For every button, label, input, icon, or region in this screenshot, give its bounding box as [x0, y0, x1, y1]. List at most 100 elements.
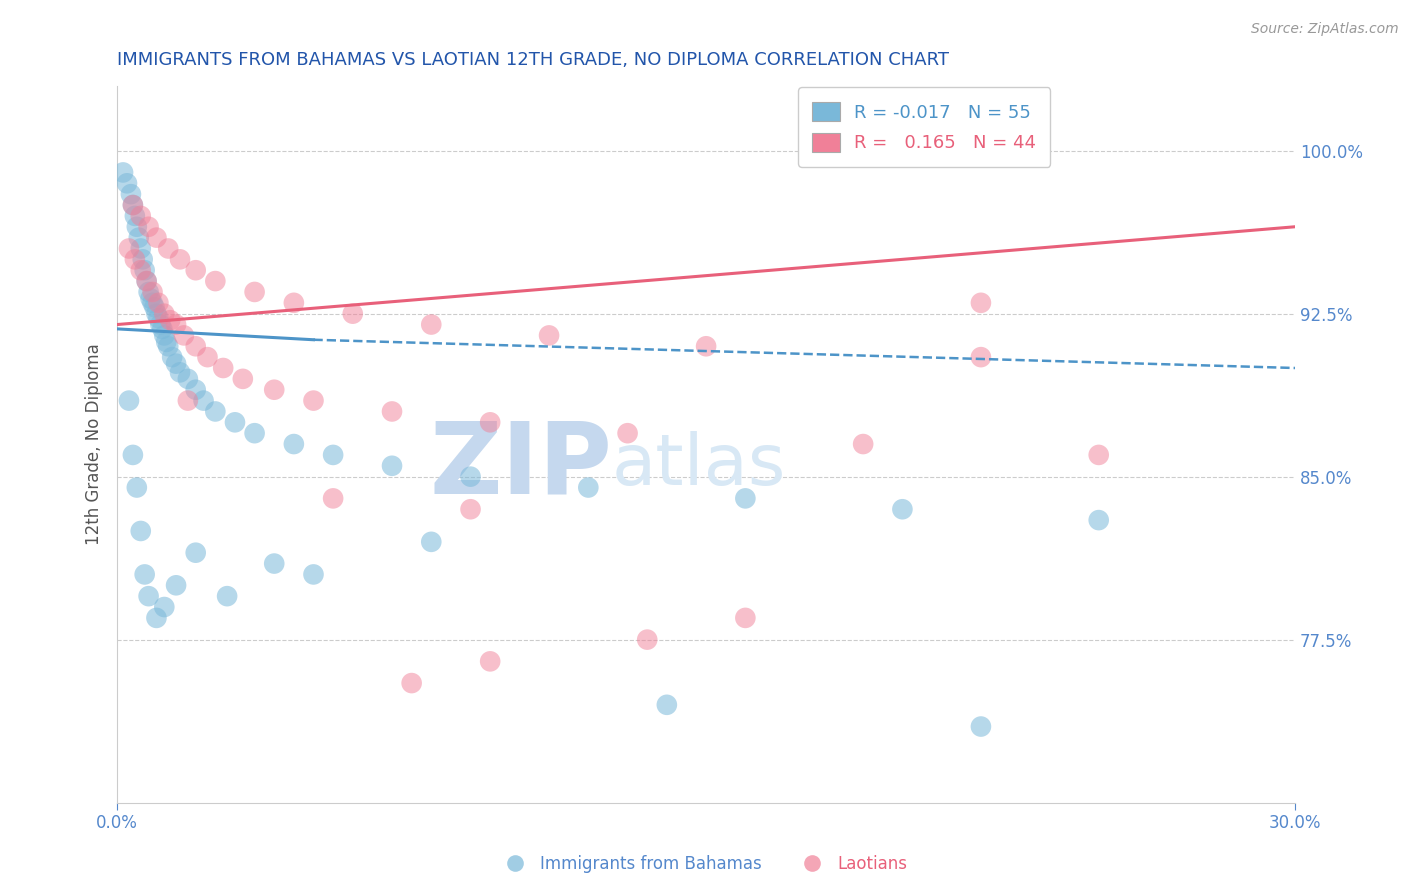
Point — [141, 285, 163, 299]
Point — [576, 481, 599, 495]
Point — [150, 322, 173, 336]
Point — [129, 209, 152, 223]
Point — [342, 307, 364, 321]
Point — [217, 589, 239, 603]
Point — [970, 350, 993, 364]
Point — [153, 328, 176, 343]
Point — [263, 383, 285, 397]
Point — [460, 502, 482, 516]
Point — [134, 263, 156, 277]
Legend: Immigrants from Bahamas, Laotians: Immigrants from Bahamas, Laotians — [492, 848, 914, 880]
Point — [970, 720, 993, 734]
Point — [177, 393, 200, 408]
Point — [122, 448, 145, 462]
Point — [125, 219, 148, 234]
Point — [734, 611, 756, 625]
Point — [263, 557, 285, 571]
Text: ZIP: ZIP — [429, 417, 612, 514]
Point — [135, 274, 157, 288]
Point — [143, 300, 166, 314]
Point — [302, 567, 325, 582]
Point — [302, 393, 325, 408]
Point — [184, 383, 207, 397]
Point — [138, 285, 160, 299]
Point — [155, 334, 177, 349]
Point — [283, 437, 305, 451]
Point — [134, 567, 156, 582]
Point — [636, 632, 658, 647]
Point — [212, 361, 235, 376]
Point — [243, 285, 266, 299]
Point — [322, 448, 344, 462]
Legend: R = -0.017   N = 55, R =   0.165   N = 44: R = -0.017 N = 55, R = 0.165 N = 44 — [799, 87, 1050, 167]
Point — [153, 307, 176, 321]
Point — [141, 295, 163, 310]
Point — [204, 274, 226, 288]
Text: atlas: atlas — [612, 431, 786, 500]
Point — [159, 313, 181, 327]
Point — [112, 165, 135, 179]
Point — [655, 698, 678, 712]
Y-axis label: 12th Grade, No Diploma: 12th Grade, No Diploma — [86, 343, 103, 545]
Point — [193, 393, 215, 408]
Point — [401, 676, 423, 690]
Point — [381, 458, 404, 473]
Point — [118, 242, 141, 256]
Point — [184, 339, 207, 353]
Point — [129, 524, 152, 538]
Point — [1087, 448, 1109, 462]
Point — [135, 274, 157, 288]
Point — [120, 187, 142, 202]
Point — [131, 252, 153, 267]
Point — [204, 404, 226, 418]
Point — [148, 311, 170, 326]
Point — [970, 295, 993, 310]
Point — [165, 357, 187, 371]
Point — [381, 404, 404, 418]
Point — [118, 393, 141, 408]
Point — [157, 242, 180, 256]
Point — [283, 295, 305, 310]
Point — [148, 295, 170, 310]
Point — [479, 415, 502, 429]
Point — [197, 350, 219, 364]
Point — [1087, 513, 1109, 527]
Point — [124, 252, 146, 267]
Point — [169, 252, 191, 267]
Point — [420, 318, 443, 332]
Point — [169, 365, 191, 379]
Text: Source: ZipAtlas.com: Source: ZipAtlas.com — [1251, 22, 1399, 37]
Point — [852, 437, 875, 451]
Point — [149, 318, 172, 332]
Point — [160, 350, 183, 364]
Point — [145, 611, 167, 625]
Point — [153, 600, 176, 615]
Point — [538, 328, 561, 343]
Point — [224, 415, 246, 429]
Point — [173, 328, 195, 343]
Point — [122, 198, 145, 212]
Point — [479, 654, 502, 668]
Point — [891, 502, 914, 516]
Point — [184, 263, 207, 277]
Text: IMMIGRANTS FROM BAHAMAS VS LAOTIAN 12TH GRADE, NO DIPLOMA CORRELATION CHART: IMMIGRANTS FROM BAHAMAS VS LAOTIAN 12TH … — [117, 51, 949, 69]
Point — [145, 307, 167, 321]
Point — [243, 426, 266, 441]
Point — [232, 372, 254, 386]
Point — [734, 491, 756, 506]
Point — [124, 209, 146, 223]
Point — [616, 426, 638, 441]
Point — [322, 491, 344, 506]
Point — [184, 546, 207, 560]
Point — [165, 578, 187, 592]
Point — [157, 339, 180, 353]
Point — [138, 589, 160, 603]
Point — [145, 230, 167, 244]
Point — [177, 372, 200, 386]
Point — [125, 481, 148, 495]
Point — [138, 219, 160, 234]
Point — [122, 198, 145, 212]
Point — [129, 242, 152, 256]
Point — [165, 318, 187, 332]
Point — [115, 176, 138, 190]
